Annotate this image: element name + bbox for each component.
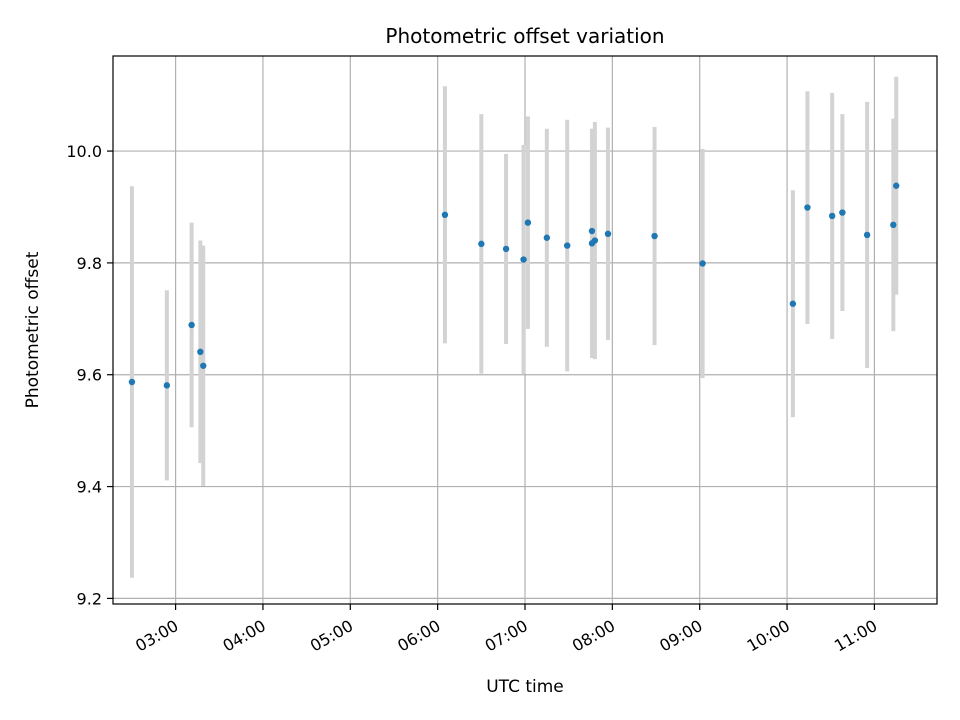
y-axis-label: Photometric offset (23, 251, 43, 408)
data-point (197, 348, 204, 356)
data-point (200, 362, 207, 369)
data-point (839, 209, 846, 216)
data-point (188, 321, 195, 329)
data-point (591, 237, 599, 244)
y-tick-label: 9.6 (77, 366, 102, 385)
data-point (863, 231, 871, 239)
data-point (893, 182, 900, 189)
data-points (128, 182, 900, 389)
data-point (502, 245, 510, 253)
data-point (163, 382, 171, 389)
data-point (543, 234, 551, 241)
data-point (128, 378, 136, 386)
data-point (789, 300, 797, 307)
y-axis-ticks: 9.2 9.4 9.6 9.8 10.0 (66, 142, 113, 608)
data-point (651, 232, 658, 240)
data-point (520, 256, 527, 263)
data-point (699, 260, 706, 267)
data-point (564, 242, 571, 249)
chart-title: Photometric offset variation (385, 24, 664, 48)
y-tick-label: 9.4 (77, 478, 102, 497)
x-axis-label: UTC time (486, 677, 564, 697)
data-point (804, 204, 811, 211)
data-point (828, 212, 836, 220)
data-point (604, 230, 612, 238)
y-tick-label: 9.8 (77, 254, 102, 273)
data-point (441, 211, 449, 219)
y-tick-label: 9.2 (77, 589, 102, 608)
data-point (478, 240, 485, 248)
data-point (588, 227, 596, 235)
y-tick-label: 10.0 (66, 142, 102, 161)
data-point (890, 221, 897, 229)
data-point (524, 219, 532, 226)
